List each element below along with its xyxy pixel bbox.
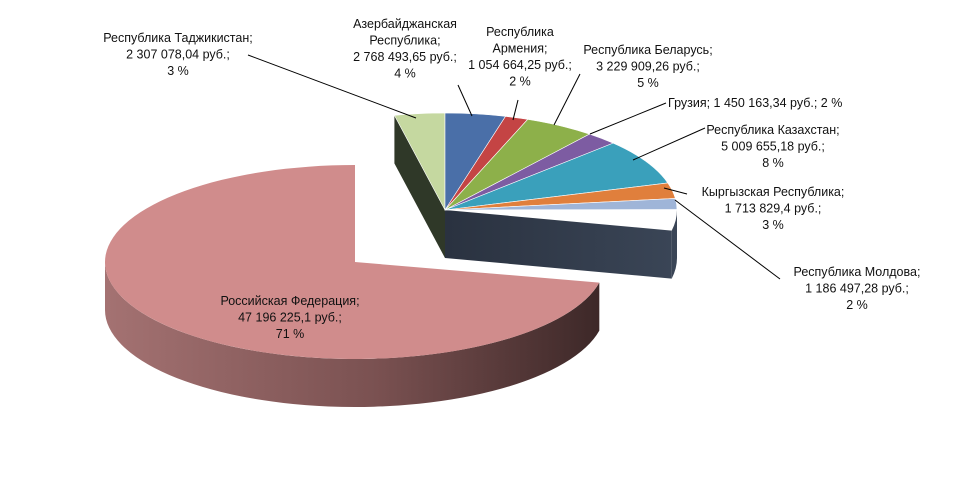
slice-russia (105, 165, 600, 359)
label-line: 3 % (762, 218, 784, 232)
label-line: 2 768 493,65 руб.; (353, 50, 457, 64)
label-line: Республика Беларусь; (583, 43, 712, 57)
leader-line-республика-молдова (674, 199, 781, 280)
label-республика-молдова: Республика Молдова; 1 186 497,28 руб.; 2 % (794, 265, 921, 312)
label-line: 3 % (167, 64, 189, 78)
leader-line-республика-армения (512, 99, 519, 121)
label-line: 5 % (637, 76, 659, 90)
label-республика-армения: Республика Армения; 1 054 664,25 руб.; 2 % (468, 25, 572, 89)
label-line: 2 307 078,04 руб.; (126, 48, 230, 62)
data-label-азербайджанская-республика: Азербайджанская Республика; 2 768 493,65 р… (353, 17, 457, 81)
leader-line-республика-беларусь (553, 73, 581, 126)
label-line: Армения; (493, 42, 548, 56)
data-label-республика-казахстан: Республика Казахстан; 5 009 655,18 руб.; 8… (706, 123, 839, 170)
data-label-российская-федерация: Российская Федерация; 47 196 225,1 руб.; 7… (220, 294, 359, 341)
label-line: Азербайджанская (353, 17, 457, 31)
label-line: 2 % (846, 298, 868, 312)
leader-line-республика-казахстан (632, 127, 706, 161)
data-label-кыргызская-республика: Кыргызская Республика; 1 713 829,4 руб.; 3… (702, 185, 845, 232)
data-label-грузия: Грузия; 1 450 163,34 руб.; 2 % (668, 96, 842, 110)
data-label-республика-армения: Республика Армения; 1 054 664,25 руб.; 2 % (468, 25, 572, 89)
label-line: Грузия; 1 450 163,34 руб.; 2 % (668, 96, 842, 110)
label-line: Республика Таджикистан; (103, 31, 252, 45)
label-республика-таджикистан: Республика Таджикистан; 2 307 078,04 руб.… (103, 31, 252, 78)
small-group-cut-front (445, 210, 672, 279)
label-российская-федерация: Российская Федерация; 47 196 225,1 руб.; 7… (220, 294, 359, 341)
label-грузия: Грузия; 1 450 163,34 руб.; 2 % (668, 96, 842, 110)
label-line: 4 % (394, 67, 416, 81)
label-line: Республика Молдова; (794, 265, 921, 279)
label-line: Российская Федерация; (220, 294, 359, 308)
leader-line-грузия (589, 102, 667, 135)
data-label-республика-молдова: Республика Молдова; 1 186 497,28 руб.; 2 % (794, 265, 921, 312)
slice-республика-молдова (444, 198, 678, 211)
leader-line-кыргызская-республика (663, 187, 688, 195)
leader-line-азербайджанская-республика (457, 84, 473, 117)
data-label-республика-таджикистан: Республика Таджикистан; 2 307 078,04 руб.… (103, 31, 252, 78)
label-line: Республика; (369, 34, 440, 48)
label-line: 2 % (509, 75, 531, 89)
label-азербайджанская-республика: Азербайджанская Республика; 2 768 493,65 р… (353, 17, 457, 81)
label-line: 1 054 664,25 руб.; (468, 58, 572, 72)
label-line: Республика Казахстан; (706, 123, 839, 137)
label-республика-беларусь: Республика Беларусь; 3 229 909,26 руб.; 5 … (583, 43, 712, 90)
label-line: 1 186 497,28 руб.; (805, 282, 909, 296)
slice-cut-tajikistan (394, 115, 445, 258)
slice-республика-казахстан (444, 142, 669, 211)
label-line: 8 % (762, 156, 784, 170)
label-line: 5 009 655,18 руб.; (721, 140, 825, 154)
label-кыргызская-республика: Кыргызская Республика; 1 713 829,4 руб.; 3… (702, 185, 845, 232)
slice-side-russia (104, 262, 600, 408)
data-label-республика-беларусь: Республика Беларусь; 3 229 909,26 руб.; 5 … (583, 43, 712, 90)
label-line: 3 229 909,26 руб.; (596, 60, 700, 74)
label-line: Республика (486, 25, 554, 39)
small-group-side (671, 210, 677, 279)
label-республика-казахстан: Республика Казахстан; 5 009 655,18 руб.; 8… (706, 123, 839, 170)
label-line: 47 196 225,1 руб.; (238, 311, 342, 325)
label-line: 1 713 829,4 руб.; (725, 202, 822, 216)
label-line: Кыргызская Республика; (702, 185, 845, 199)
leader-line-республика-таджикистан (247, 54, 417, 119)
label-line: 71 % (276, 327, 305, 341)
